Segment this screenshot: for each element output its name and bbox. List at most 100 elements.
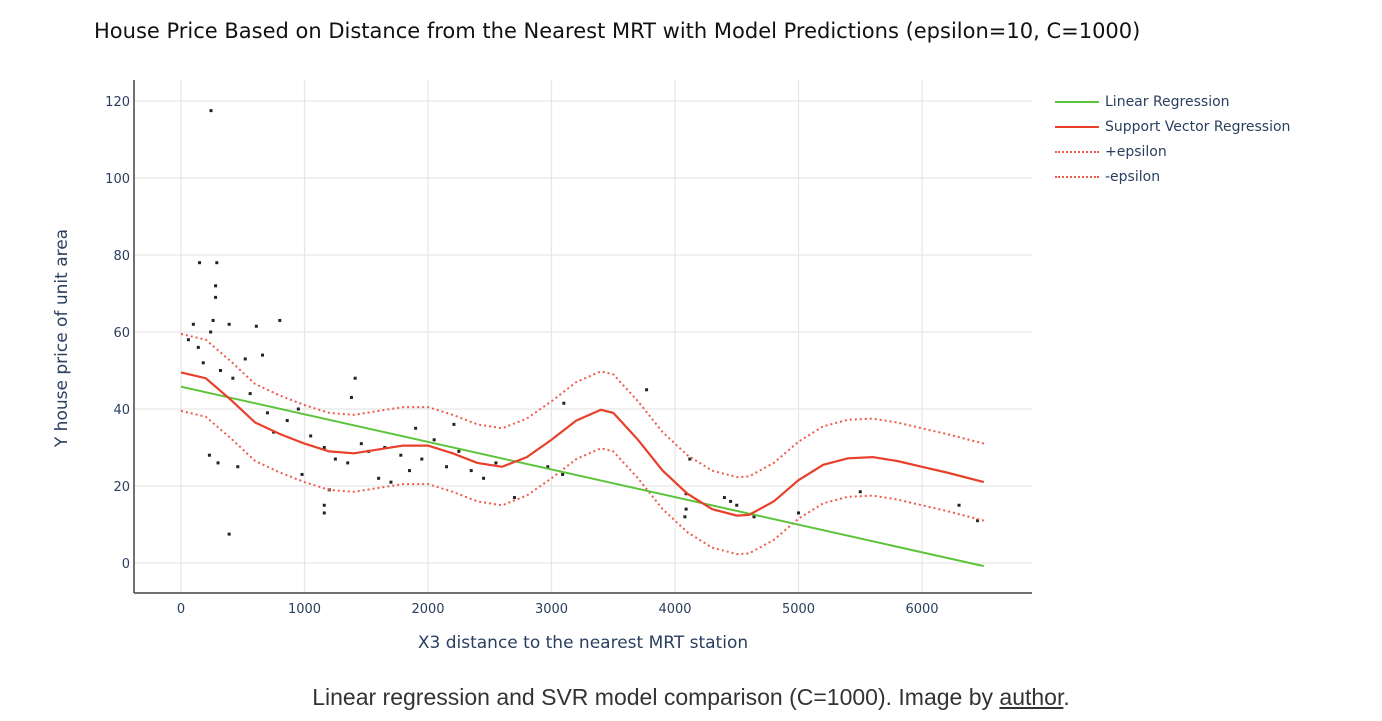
data-point	[209, 109, 213, 113]
data-point	[248, 392, 252, 396]
caption-end: .	[1063, 684, 1070, 710]
x-tick-label: 4000	[658, 602, 691, 617]
data-point	[322, 503, 326, 507]
data-point	[231, 376, 235, 380]
data-point	[207, 453, 211, 457]
data-point	[191, 322, 195, 326]
y-tick-label: 40	[113, 403, 130, 418]
data-point	[227, 532, 231, 536]
data-point	[389, 480, 393, 484]
data-point	[729, 499, 733, 503]
data-point	[333, 457, 337, 461]
x-tick-label: 6000	[905, 602, 938, 617]
scatter-points	[186, 109, 980, 536]
data-point	[265, 411, 269, 415]
x-tick-label: 1000	[288, 602, 321, 617]
caption-text: Linear regression and SVR model comparis…	[312, 684, 1000, 710]
data-point	[227, 322, 231, 326]
axes	[133, 80, 1032, 594]
data-point	[562, 401, 566, 405]
data-point	[254, 324, 258, 328]
data-point	[561, 472, 565, 476]
data-point	[243, 357, 247, 361]
linear-regression-line	[180, 385, 985, 568]
data-point	[683, 515, 687, 519]
data-point	[407, 469, 411, 473]
data-point	[214, 295, 218, 299]
legend-item-linear-regression[interactable]: Linear Regression	[1055, 89, 1290, 114]
tick-labels: 0 1000 2000 3000 4000 5000 6000 0 20 40 60 80 100 120	[105, 95, 938, 617]
y-tick-label: 100	[105, 172, 130, 187]
data-point	[209, 330, 213, 334]
data-point	[512, 496, 516, 500]
legend-label: Support Vector Regression	[1105, 118, 1291, 135]
legend-swatch-linear	[1055, 100, 1099, 103]
grid-lines	[134, 80, 1032, 593]
legend-swatch-svr	[1055, 125, 1099, 128]
legend-swatch-minus-epsilon	[1055, 175, 1099, 178]
data-point	[359, 442, 363, 446]
data-point	[688, 457, 692, 461]
data-point	[296, 407, 300, 411]
data-point	[346, 461, 350, 465]
data-point	[214, 284, 218, 288]
data-point	[196, 345, 200, 349]
x-tick-label: 2000	[411, 602, 444, 617]
author-link[interactable]: author	[999, 684, 1064, 710]
data-point	[722, 496, 726, 500]
data-point	[211, 318, 215, 322]
data-point	[219, 369, 223, 372]
plus-epsilon-line	[180, 332, 985, 479]
data-point	[445, 465, 449, 469]
data-point	[752, 515, 756, 519]
data-point	[432, 438, 436, 442]
data-point	[377, 476, 381, 480]
data-point	[215, 261, 219, 265]
legend-item-svr[interactable]: Support Vector Regression	[1055, 114, 1290, 139]
data-point	[684, 507, 688, 511]
chart-title: House Price Based on Distance from the N…	[94, 19, 1141, 43]
x-tick-label: 3000	[535, 602, 568, 617]
data-point	[645, 388, 649, 392]
legend-label: +epsilon	[1105, 143, 1167, 160]
y-tick-label: 0	[122, 557, 130, 572]
y-tick-label: 20	[113, 480, 130, 495]
data-point	[349, 395, 353, 399]
data-point	[309, 434, 313, 438]
x-tick-label: 5000	[782, 602, 815, 617]
y-tick-label: 60	[113, 326, 130, 341]
data-point	[957, 503, 961, 507]
data-point	[976, 519, 980, 523]
y-tick-label: 80	[113, 249, 130, 264]
figure-caption: Linear regression and SVR model comparis…	[0, 684, 1382, 711]
data-point	[201, 361, 205, 365]
legend-swatch-plus-epsilon	[1055, 150, 1099, 153]
data-point	[420, 457, 424, 461]
data-point	[322, 511, 326, 515]
data-point	[546, 465, 550, 469]
model-lines	[180, 332, 985, 568]
data-point	[858, 490, 862, 494]
legend-item-plus-epsilon[interactable]: +epsilon	[1055, 139, 1290, 164]
data-point	[452, 422, 456, 426]
data-point	[735, 503, 739, 507]
x-axis-label: X3 distance to the nearest MRT station	[418, 633, 748, 653]
data-point	[399, 453, 403, 457]
data-point	[285, 419, 289, 423]
legend[interactable]: Linear Regression Support Vector Regress…	[1055, 89, 1290, 189]
data-point	[300, 472, 304, 476]
legend-item-minus-epsilon[interactable]: -epsilon	[1055, 164, 1290, 189]
data-point	[797, 511, 800, 515]
data-point	[482, 476, 486, 480]
y-tick-label: 120	[105, 95, 130, 110]
plot-area: 0 1000 2000 3000 4000 5000 6000 0 20 40 60 80 100 120…	[52, 80, 1032, 653]
data-point	[322, 446, 326, 449]
data-point	[198, 261, 202, 265]
data-point	[236, 465, 240, 469]
svr-line	[180, 371, 985, 517]
data-point	[414, 426, 418, 430]
data-point	[494, 461, 498, 465]
data-point	[216, 461, 220, 465]
data-point	[261, 353, 265, 357]
minus-epsilon-line	[180, 409, 985, 556]
